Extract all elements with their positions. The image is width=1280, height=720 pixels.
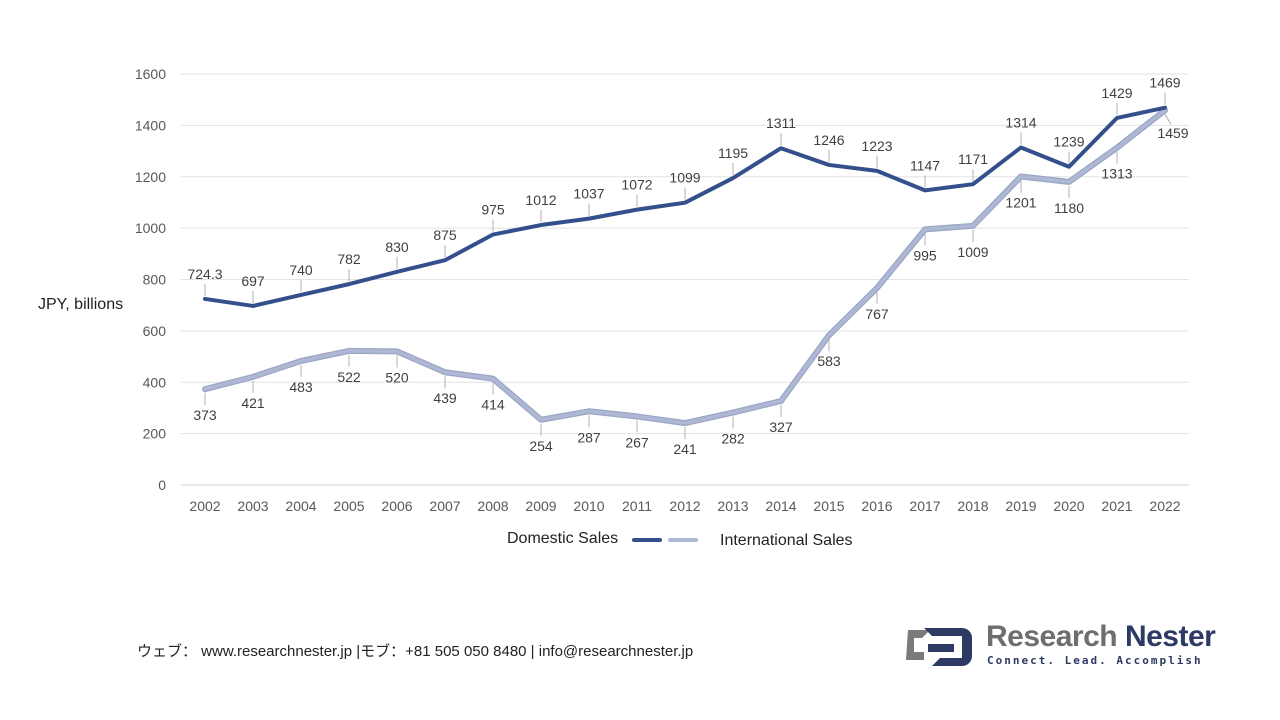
data-label-international: 254 xyxy=(529,438,553,454)
legend-label-domestic: Domestic Sales xyxy=(507,530,619,547)
data-label-international: 282 xyxy=(721,431,745,447)
data-label-domestic: 1037 xyxy=(573,186,604,202)
data-label-international: 1009 xyxy=(957,244,988,260)
x-tick-label: 2019 xyxy=(1005,498,1036,514)
data-label-international: 1459 xyxy=(1157,125,1188,141)
data-label-domestic: 1469 xyxy=(1149,75,1180,91)
y-tick-label: 1000 xyxy=(135,220,166,236)
logo-name-research: Research xyxy=(986,620,1118,653)
x-axis-ticks: 2002 2003 2004 2005 2006 2007 2008 2009 2010 2011… xyxy=(189,498,1180,514)
legend-label-international: International Sales xyxy=(720,532,853,549)
data-label-international: 767 xyxy=(865,306,889,322)
y-tick-label: 800 xyxy=(143,272,167,288)
data-label-domestic: 1171 xyxy=(958,151,988,167)
series-line-domestic xyxy=(203,105,1167,308)
data-label-domestic: 1246 xyxy=(813,132,844,148)
x-tick-label: 2005 xyxy=(333,498,364,514)
data-label-international: 483 xyxy=(289,379,313,395)
x-tick-label: 2021 xyxy=(1101,498,1132,514)
data-label-domestic: 782 xyxy=(337,251,361,267)
legend-swatch-domestic xyxy=(632,538,662,542)
data-label-international: 439 xyxy=(433,390,457,406)
data-label-international: 1180 xyxy=(1054,200,1084,216)
y-axis-ticks: 0 200 400 600 800 1000 1200 1400 1600 xyxy=(135,66,166,493)
x-tick-label: 2018 xyxy=(957,498,988,514)
x-tick-label: 2009 xyxy=(525,498,556,514)
y-tick-label: 400 xyxy=(143,374,167,390)
logo-name: Research Nester xyxy=(986,620,1216,654)
data-label-international: 327 xyxy=(769,419,793,435)
x-tick-label: 2017 xyxy=(909,498,940,514)
data-label-domestic: 1239 xyxy=(1053,134,1084,150)
data-label-domestic: 1147 xyxy=(910,157,940,173)
x-tick-label: 2004 xyxy=(285,498,316,514)
x-tick-label: 2002 xyxy=(189,498,220,514)
data-label-international: 241 xyxy=(673,441,697,457)
x-tick-label: 2010 xyxy=(573,498,604,514)
legend: Domestic Sales International Sales xyxy=(0,528,1280,558)
series-line-international xyxy=(203,108,1167,425)
data-label-domestic: 1195 xyxy=(718,145,748,161)
data-label-domestic: 697 xyxy=(241,273,265,289)
label-leader-lines xyxy=(204,92,1172,440)
x-tick-label: 2012 xyxy=(669,498,700,514)
x-tick-label: 2007 xyxy=(429,498,460,514)
y-tick-label: 1400 xyxy=(135,117,166,133)
data-labels: 724.3 697 740 782 830 875 975 1012 1037 1072 1099 1… xyxy=(187,75,1188,457)
data-label-international: 373 xyxy=(193,407,217,423)
x-tick-label: 2020 xyxy=(1053,498,1084,514)
data-label-domestic: 1429 xyxy=(1101,85,1132,101)
x-tick-label: 2014 xyxy=(765,498,796,514)
y-tick-label: 0 xyxy=(158,477,166,493)
data-label-international: 287 xyxy=(577,429,601,445)
data-label-domestic: 1311 xyxy=(766,115,796,131)
x-tick-label: 2015 xyxy=(813,498,844,514)
x-tick-label: 2022 xyxy=(1149,498,1180,514)
x-tick-label: 2011 xyxy=(622,498,652,514)
data-label-domestic: 724.3 xyxy=(187,266,222,282)
data-label-domestic: 975 xyxy=(481,202,505,218)
data-label-international: 421 xyxy=(241,395,265,411)
data-label-domestic: 875 xyxy=(433,227,457,243)
data-label-domestic: 1314 xyxy=(1005,114,1036,130)
y-tick-label: 1200 xyxy=(135,169,166,185)
data-label-domestic: 830 xyxy=(385,239,409,255)
data-label-domestic: 1223 xyxy=(861,138,892,154)
x-tick-label: 2013 xyxy=(717,498,748,514)
data-label-international: 520 xyxy=(385,369,409,385)
series-lines xyxy=(202,105,1168,427)
data-label-international: 995 xyxy=(913,247,937,263)
legend-swatch-international xyxy=(668,538,698,542)
data-label-domestic: 740 xyxy=(289,262,313,278)
x-tick-label: 2008 xyxy=(477,498,508,514)
x-tick-label: 2006 xyxy=(381,498,412,514)
data-label-international: 1313 xyxy=(1101,166,1132,182)
data-label-international: 522 xyxy=(337,369,361,385)
data-label-domestic: 1012 xyxy=(525,192,556,208)
x-tick-label: 2003 xyxy=(237,498,268,514)
y-axis-title: JPY, billions xyxy=(38,296,124,313)
contact-footer: ウェブ： www.researchnester.jp |モブ：+81 505 0… xyxy=(137,643,694,660)
research-nester-logo: Research Nester Connect. Lead. Accomplis… xyxy=(902,620,1216,670)
data-label-international: 414 xyxy=(481,397,505,413)
data-label-international: 267 xyxy=(625,434,649,450)
data-label-domestic: 1072 xyxy=(621,177,652,193)
y-tick-label: 600 xyxy=(143,323,167,339)
y-tick-label: 1600 xyxy=(135,66,166,82)
logo-name-nester: Nester xyxy=(1124,620,1216,653)
y-tick-label: 200 xyxy=(143,426,167,442)
logo-tagline: Connect. Lead. Accomplish xyxy=(987,654,1203,667)
x-tick-label: 2016 xyxy=(861,498,892,514)
data-label-international: 1201 xyxy=(1005,194,1036,210)
data-label-international: 583 xyxy=(817,353,841,369)
leader-line xyxy=(1164,113,1172,125)
data-label-domestic: 1099 xyxy=(669,170,700,186)
logo-mark-icon xyxy=(906,628,972,666)
